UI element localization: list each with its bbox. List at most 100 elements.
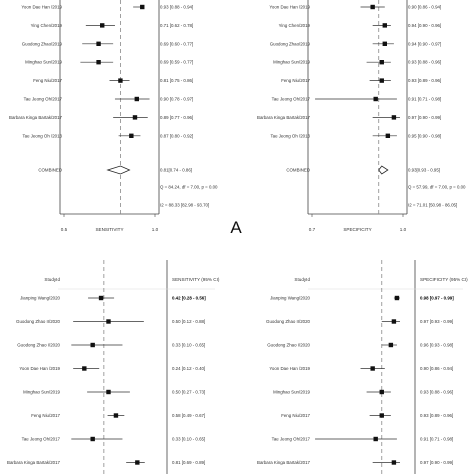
top-sensitivity-ci-value: 0.69 [0.60 - 0.77] [160,41,193,46]
top-sensitivity-point-estimate [129,133,134,138]
top-sensitivity-study-label: Yoon Dae Han /2019 [21,5,62,10]
top-sensitivity-ci-value: 0.69 [0.59 - 0.77] [160,60,193,65]
bottom-sensitivity-point-estimate [106,319,111,324]
bottom-specificity-point-estimate [394,295,400,301]
bottom-specificity-point-estimate [391,319,397,324]
top-sensitivity-point-estimate [96,60,101,65]
top-sensitivity-ci-value: 0.89 [0.77 - 0.96] [160,115,193,120]
panel-letter: A [230,218,242,237]
bottom-sensitivity-study-label: Yoon Dae Han /2019 [19,366,60,371]
bottom-specificity-ci-header: SPECIFICITY (95% CI) [420,277,468,282]
bottom-sensitivity-ci-value: 0.81 [0.69 - 0.89] [172,460,205,465]
bottom-sensitivity-study-header: StudyId [44,277,60,282]
bottom-sensitivity-ci-value: 0.42 [0.28 - 0.56] [172,296,206,301]
bottom-sensitivity-ci-header: SENSITIVITY (95% CI) [172,277,220,282]
bottom-specificity-point-estimate [379,413,384,418]
top-sensitivity-study-label: Tae Jeong Oh /2013 [22,133,62,138]
top-sensitivity-ci-value: 0.87 [0.80 - 0.92] [160,133,193,138]
top-sensitivity-point-estimate [140,4,145,10]
bottom-sensitivity-point-estimate [113,413,119,418]
top-specificity-point-estimate [391,115,397,120]
bottom-sensitivity-study-label: Barbara Kinga Bartak/2017 [7,460,61,465]
top-sensitivity-combined-value: 0.81[0.74 - 0.86] [160,168,192,173]
top-sensitivity-tick-label: 1.0 [152,227,159,232]
top-specificity-heterogeneity-stat: I2 = 71.01 [50.98 - 86.05] [408,203,457,208]
top-sensitivity-axis-label: SENSITIVITY [95,227,123,232]
top-specificity-ci-value: 0.95 [0.90 - 0.98] [408,133,441,138]
bottom-specificity-study-label: Guodong Zhao II/2020 [266,319,310,324]
top-sensitivity-tick-label: 0.5 [61,227,68,232]
top-specificity-point-estimate [382,23,387,28]
bottom-specificity-study-label: Guodong Zhao I/2020 [267,343,310,348]
top-specificity-study-label: Tae Jeong Oh/2017 [272,97,311,102]
top-sensitivity-ci-value: 0.71 [0.62 - 0.78] [160,23,193,28]
bottom-sensitivity-point-estimate [135,460,140,465]
bottom-specificity-point-estimate [388,342,394,348]
top-specificity-study-label: Ying Chen/2019 [279,23,311,28]
bottom-sensitivity-point-estimate [98,295,104,301]
top-sensitivity-study-label: Barbara Kinga Bartak/2017 [9,115,63,120]
bottom-sensitivity-ci-value: 0.24 [0.12 - 0.40] [172,366,205,371]
top-specificity-point-estimate [382,41,387,46]
bottom-sensitivity-study-label: Guodong Zhao II/2020 [16,319,60,324]
top-sensitivity-point-estimate [118,78,123,83]
bottom-specificity-point-estimate [379,389,384,395]
bottom-specificity-study-label: Barbara Kinga Bartak/2017 [257,460,311,465]
top-specificity-axis-label: SPECIFICITY [343,227,371,232]
top-sensitivity-heterogeneity-stat: Q = 84.24, df = 7.00, p = 0.00 [160,185,218,190]
bottom-sensitivity-ci-value: 0.33 [0.10 - 0.65] [172,343,205,348]
top-specificity-ci-value: 0.93 [0.88 - 0.96] [408,60,441,65]
top-specificity-study-label: Minghao Sun/2019 [273,60,310,65]
top-sensitivity-study-label: Guodong Zhao/2019 [22,41,63,46]
top-specificity-ci-value: 0.90 [0.86 - 0.94] [408,5,441,10]
bottom-specificity-ci-value: 0.93 [0.89 - 0.96] [420,413,453,418]
bottom-sensitivity-point-estimate [90,436,95,442]
bottom-specificity-study-label: Yoon Dae Han /2019 [269,366,310,371]
top-sensitivity-study-label: Tae Jeong Oh/2017 [24,97,63,102]
bottom-specificity-study-label: Tae Jeong Oh/2017 [272,437,311,442]
top-sensitivity-ci-value: 0.90 [0.78 - 0.97] [160,97,193,102]
bottom-specificity-study-header: StudyId [294,277,310,282]
bottom-specificity-study-label: Feng Niu/2017 [281,413,310,418]
bottom-sensitivity-study-label: Jianping Wang/2020 [20,296,60,301]
bottom-specificity-ci-value: 0.97 [0.90 - 0.99] [420,460,453,465]
bottom-specificity-study-label: Jianping Wang/2020 [270,296,310,301]
top-specificity-study-label: Barbara Kinga Bartak/2017 [257,115,311,120]
bottom-sensitivity-ci-value: 0.50 [0.27 - 0.73] [172,390,205,395]
top-sensitivity-study-label: Feng Niu/2017 [33,78,62,83]
top-sensitivity-point-estimate [134,96,139,102]
bottom-sensitivity-study-label: Feng Niu/2017 [31,413,60,418]
bottom-specificity-study-label: Minghao Sun/2019 [273,390,310,395]
bottom-specificity-ci-value: 0.90 [0.86 - 0.94] [420,366,453,371]
top-specificity-combined-diamond [378,165,389,175]
top-sensitivity-point-estimate [100,23,105,28]
top-sensitivity-point-estimate [96,41,101,46]
top-sensitivity-ci-value: 0.93 [0.88 - 0.94] [160,5,193,10]
top-specificity-point-estimate [373,96,378,102]
bottom-specificity-ci-value: 0.96 [0.93 - 0.98] [420,343,453,348]
top-specificity-ci-value: 0.93 [0.89 - 0.96] [408,78,441,83]
bottom-specificity-ci-value: 0.91 [0.71 - 0.98] [420,437,453,442]
top-specificity-point-estimate [379,78,384,83]
top-specificity-tick-label: 0.7 [309,227,316,232]
top-specificity-ci-value: 0.94 [0.90 - 0.96] [408,23,441,28]
bottom-sensitivity-ci-value: 0.33 [0.10 - 0.65] [172,437,205,442]
bottom-specificity-ci-value: 0.93 [0.88 - 0.96] [420,390,453,395]
top-specificity-ci-value: 0.94 [0.90 - 0.97] [408,41,441,46]
top-specificity-study-label: Feng Niu/2017 [281,78,310,83]
top-specificity-combined-label: COMBINED [286,168,310,173]
top-specificity-point-estimate [385,133,391,138]
bottom-sensitivity-study-label: Tae Jeong Oh/2017 [22,437,61,442]
bottom-sensitivity-point-estimate [106,389,111,395]
top-specificity-heterogeneity-stat: Q = 57.99, df = 7.00, p = 0.00 [408,185,466,190]
top-specificity-study-label: Guodong Zhao/2019 [270,41,311,46]
top-specificity-tick-label: 1.0 [400,227,407,232]
bottom-sensitivity-ci-value: 0.58 [0.49 - 0.67] [172,413,205,418]
top-specificity-point-estimate [370,4,375,10]
top-specificity-point-estimate [379,60,384,65]
top-specificity-combined-value: 0.93[0.93 - 0.95] [408,168,440,173]
bottom-specificity-point-estimate [373,436,378,442]
top-specificity-ci-value: 0.91 [0.71 - 0.98] [408,97,441,102]
bottom-sensitivity-study-label: Guodong Zhao I/2020 [17,343,60,348]
